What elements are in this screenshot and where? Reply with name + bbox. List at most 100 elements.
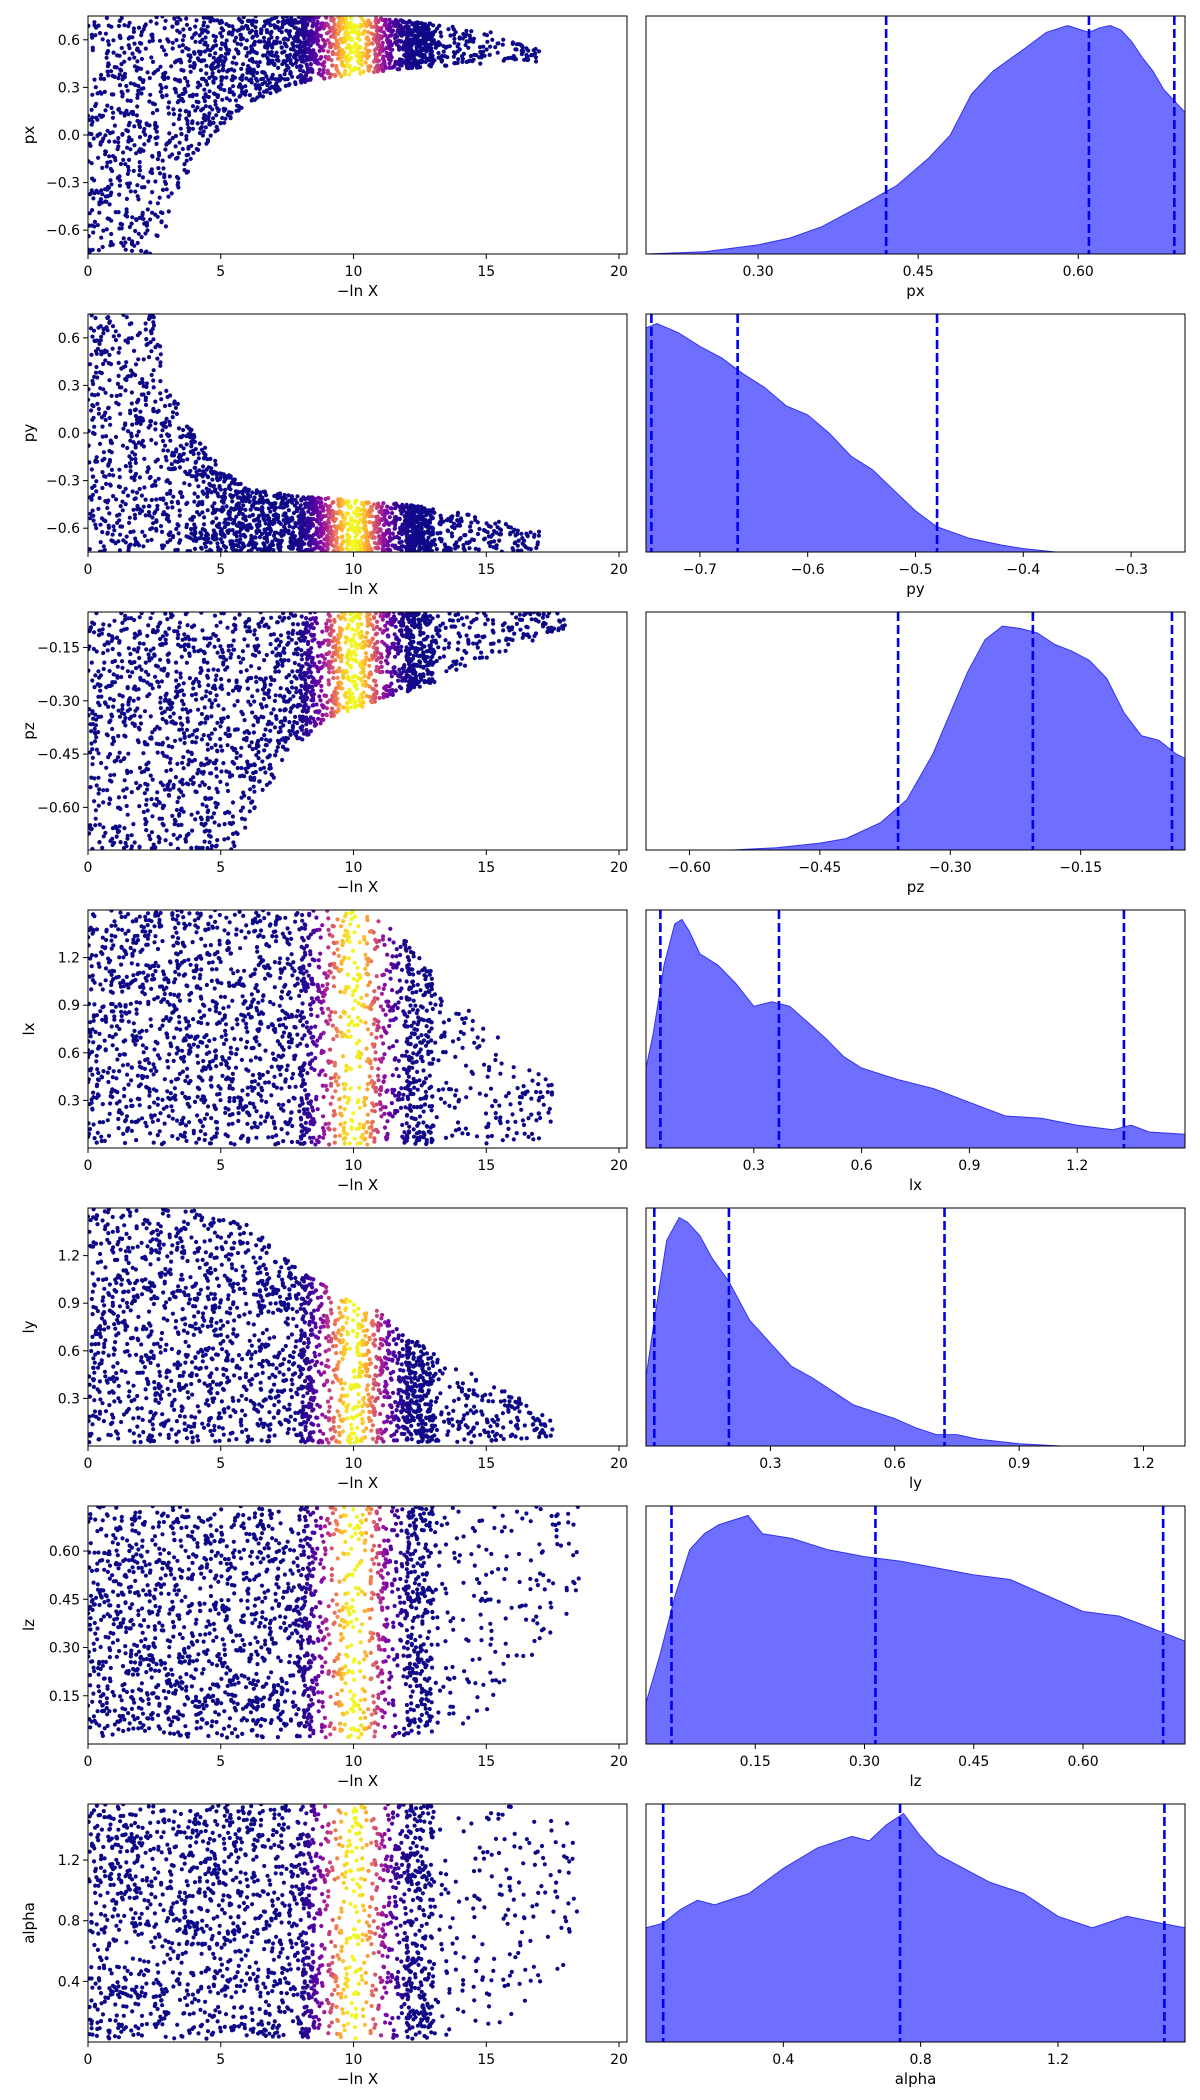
scatter-point [141,444,146,449]
scatter-point [208,540,213,545]
scatter-point [222,479,227,484]
scatter-point [112,74,117,79]
scatter-point [238,76,243,81]
scatter-point [108,422,113,427]
scatter-point [331,42,336,47]
scatter-point [172,399,177,404]
scatter-point [384,46,389,51]
scatter-point [239,765,244,771]
scatter-point [520,536,525,541]
scatter-point [107,352,112,358]
scatter-point [245,70,250,75]
scatter-point [110,115,115,120]
scatter-point [441,519,446,524]
scatter-point [399,644,404,650]
scatter-point [138,421,143,426]
scatter-point [291,510,297,516]
scatter-point [319,22,324,27]
scatter-point [358,517,363,522]
scatter-point [222,533,227,538]
scatter-point [99,334,104,339]
scatter-point [142,485,147,490]
scatter-point [128,81,133,86]
scatter-point [339,16,344,22]
scatter-point [155,356,160,361]
scatter-point [189,444,194,449]
scatter-point [250,56,255,62]
scatter-point [497,538,502,543]
scatter-point [103,434,109,439]
scatter-point [196,484,201,489]
scatter-point [142,533,147,539]
scatter-point [298,529,304,534]
scatter-point [525,54,530,59]
scatter-point [95,401,100,406]
scatter-point [381,548,386,552]
scatter-point [278,40,283,45]
scatter-point [431,23,436,28]
scatter-point [118,161,124,167]
scatter-point [390,28,396,33]
scatter-point [90,48,95,53]
scatter-point [197,33,202,38]
scatter-point [326,678,331,683]
scatter-point [415,536,420,541]
scatter-point [136,429,141,434]
scatter-point [362,674,367,679]
y-tick-label: −0.6 [46,223,80,239]
scatter-point [347,72,352,77]
scatter-point [412,548,417,552]
scatter-point [148,92,153,97]
scatter-point [142,221,147,226]
scatter-point [162,26,167,31]
scatter-point [119,62,124,67]
scatter-point [202,839,207,844]
scatter-point [302,541,307,546]
scatter-point [349,523,354,528]
scatter-point [390,510,395,516]
scatter-point [205,742,210,747]
scatter-point [478,61,483,66]
scatter-point [302,20,307,25]
scatter-point [536,529,542,534]
scatter-point [137,507,142,512]
scatter-point [133,445,138,450]
scatter-point [182,647,188,653]
scatter-point [128,438,133,443]
scatter-point [407,32,412,38]
scatter-point [107,511,112,516]
scatter-point [405,35,410,41]
scatter-point [302,496,307,501]
scatter-point [266,39,271,45]
scatter-point [319,500,324,505]
scatter-point [209,704,214,710]
scatter-point [163,147,168,152]
scatter-point [181,91,186,96]
scatter-point [94,115,99,120]
scatter-point [513,533,518,538]
scatter-point [215,545,220,550]
scatter-point [496,519,501,524]
scatter-point [170,415,175,420]
scatter-point [227,512,232,517]
scatter-point [330,17,335,22]
scatter-point [374,46,379,52]
scatter-point [128,464,133,469]
scatter-point [315,514,321,519]
scatter-point [402,527,407,532]
scatter-point [165,516,170,521]
scatter-point [231,477,236,482]
scatter-point [311,505,316,510]
scatter-point [353,535,358,540]
scatter-point [175,100,180,105]
scatter-point [393,543,398,548]
scatter-point [88,397,91,402]
scatter-point [108,178,113,183]
scatter-point [190,35,195,40]
scatter-point [455,513,460,518]
scatter-point [224,96,229,101]
scatter-point [180,146,185,152]
scatter-point [278,544,283,550]
scatter-point [112,139,117,144]
scatter-point [475,531,481,537]
